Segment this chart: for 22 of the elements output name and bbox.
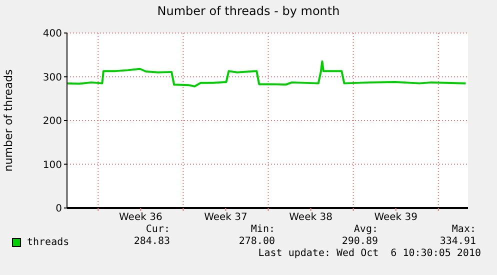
- text: Min:: [250, 224, 275, 235]
- x-tick-label: Week 37: [204, 212, 248, 224]
- y-tick-label: 100: [42, 160, 62, 171]
- y-tick-label: 200: [42, 116, 62, 128]
- x-tick-label: Week 39: [374, 212, 418, 224]
- text: Last update: Wed Oct 6 10:30:05 2010: [258, 248, 481, 259]
- line-series: [67, 60, 467, 88]
- y-tick-label: 300: [42, 72, 62, 84]
- x-tick-label: Week 36: [119, 212, 162, 224]
- text: 334.91: [440, 236, 476, 247]
- legend-label: threads: [27, 237, 70, 248]
- y-axis-title: number of threads: [2, 69, 15, 172]
- text: Cur:: [146, 224, 170, 235]
- text: 290.89: [342, 236, 378, 247]
- chart-title: Number of threads - by month: [156, 4, 341, 18]
- text: Avg:: [354, 224, 378, 235]
- y-tick-label: 400: [42, 28, 62, 40]
- y-tick-label: 0: [56, 204, 62, 215]
- text: Max:: [452, 224, 476, 235]
- text: 278.00: [238, 236, 275, 247]
- text: 284.83: [134, 236, 170, 247]
- x-tick-label: Week 38: [289, 212, 332, 224]
